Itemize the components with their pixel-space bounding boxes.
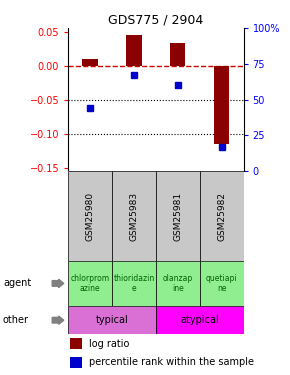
Bar [156, 306, 244, 334]
Text: GSM25981: GSM25981 [173, 192, 182, 241]
Text: GSM25983: GSM25983 [129, 192, 138, 241]
Bar [200, 171, 244, 261]
Text: other: other [3, 315, 29, 325]
Bar [112, 171, 156, 261]
Text: atypical: atypical [180, 315, 219, 325]
Text: thioridazin
e: thioridazin e [113, 274, 155, 293]
Bar [82, 59, 98, 66]
Bar [170, 43, 186, 66]
Text: log ratio: log ratio [89, 339, 130, 349]
Text: typical: typical [96, 315, 128, 325]
Bar [70, 338, 82, 349]
Bar [156, 261, 200, 306]
Text: GSM25982: GSM25982 [217, 192, 226, 240]
Bar [70, 357, 82, 368]
Bar [126, 35, 142, 66]
Bar [214, 66, 229, 144]
Text: agent: agent [3, 278, 31, 288]
Bar [68, 306, 156, 334]
Text: percentile rank within the sample: percentile rank within the sample [89, 357, 254, 367]
Title: GDS775 / 2904: GDS775 / 2904 [108, 14, 204, 27]
Bar [112, 261, 156, 306]
Bar [68, 261, 112, 306]
Text: quetiapi
ne: quetiapi ne [206, 274, 238, 293]
Text: GSM25980: GSM25980 [86, 192, 95, 241]
Bar [68, 171, 112, 261]
Text: olanzap
ine: olanzap ine [163, 274, 193, 293]
Text: chlorprom
azine: chlorprom azine [70, 274, 110, 293]
Bar [200, 261, 244, 306]
Bar [156, 171, 200, 261]
